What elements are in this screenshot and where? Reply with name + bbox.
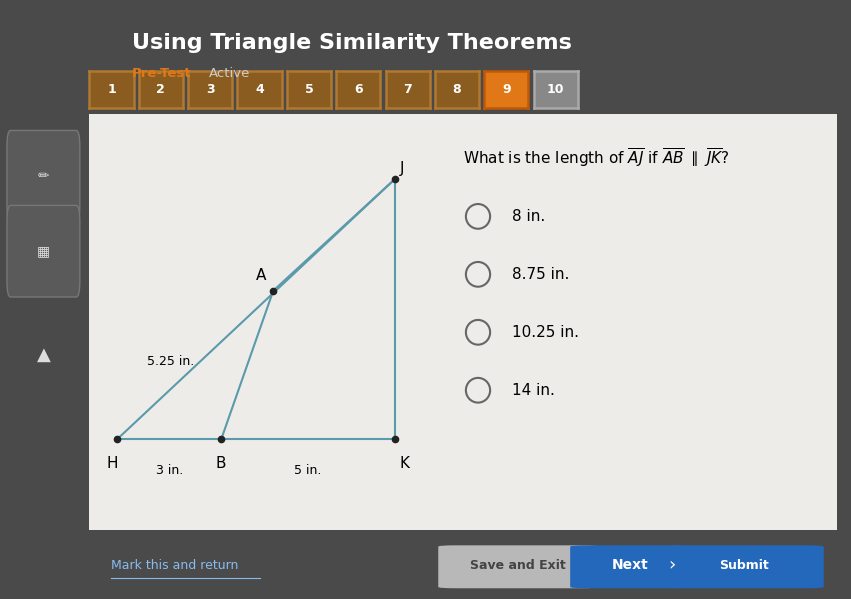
- FancyBboxPatch shape: [438, 545, 598, 588]
- Text: Active: Active: [208, 67, 250, 80]
- Text: 5: 5: [305, 83, 313, 96]
- Text: K: K: [400, 456, 410, 471]
- Text: H: H: [106, 456, 117, 471]
- Text: Save and Exit: Save and Exit: [471, 559, 566, 572]
- Text: 6: 6: [354, 83, 363, 96]
- Text: 1: 1: [107, 83, 116, 96]
- Text: 9: 9: [502, 83, 511, 96]
- Text: ›: ›: [669, 556, 676, 574]
- Text: 2: 2: [157, 83, 165, 96]
- Text: ▦: ▦: [37, 244, 50, 258]
- Text: What is the length of $\overline{AJ}$ if $\overline{AB}$ $\parallel$ $\overline{: What is the length of $\overline{AJ}$ if…: [463, 147, 729, 170]
- Text: 8.75 in.: 8.75 in.: [512, 267, 569, 282]
- Text: 10.25 in.: 10.25 in.: [512, 325, 579, 340]
- Text: 5.25 in.: 5.25 in.: [147, 355, 195, 368]
- FancyBboxPatch shape: [570, 545, 689, 588]
- Text: J: J: [400, 161, 404, 176]
- Text: Mark this and return: Mark this and return: [111, 559, 238, 572]
- Text: 3: 3: [206, 83, 214, 96]
- Text: 4: 4: [255, 83, 264, 96]
- Text: 14 in.: 14 in.: [512, 383, 555, 398]
- Text: B: B: [216, 456, 226, 471]
- FancyBboxPatch shape: [664, 545, 824, 588]
- Text: 8 in.: 8 in.: [512, 209, 545, 224]
- Text: Pre-Test: Pre-Test: [132, 67, 191, 80]
- Text: 7: 7: [403, 83, 412, 96]
- Text: 8: 8: [453, 83, 461, 96]
- Text: ▲: ▲: [37, 346, 50, 364]
- Text: 5 in.: 5 in.: [294, 464, 322, 477]
- Text: Submit: Submit: [719, 559, 768, 572]
- Text: 3 in.: 3 in.: [156, 464, 183, 477]
- Text: 10: 10: [547, 83, 564, 96]
- FancyBboxPatch shape: [7, 131, 80, 222]
- Text: A: A: [256, 268, 266, 283]
- Text: Next: Next: [611, 558, 648, 573]
- Text: ✏: ✏: [37, 170, 49, 183]
- FancyBboxPatch shape: [7, 205, 80, 297]
- Text: Using Triangle Similarity Theorems: Using Triangle Similarity Theorems: [132, 33, 572, 53]
